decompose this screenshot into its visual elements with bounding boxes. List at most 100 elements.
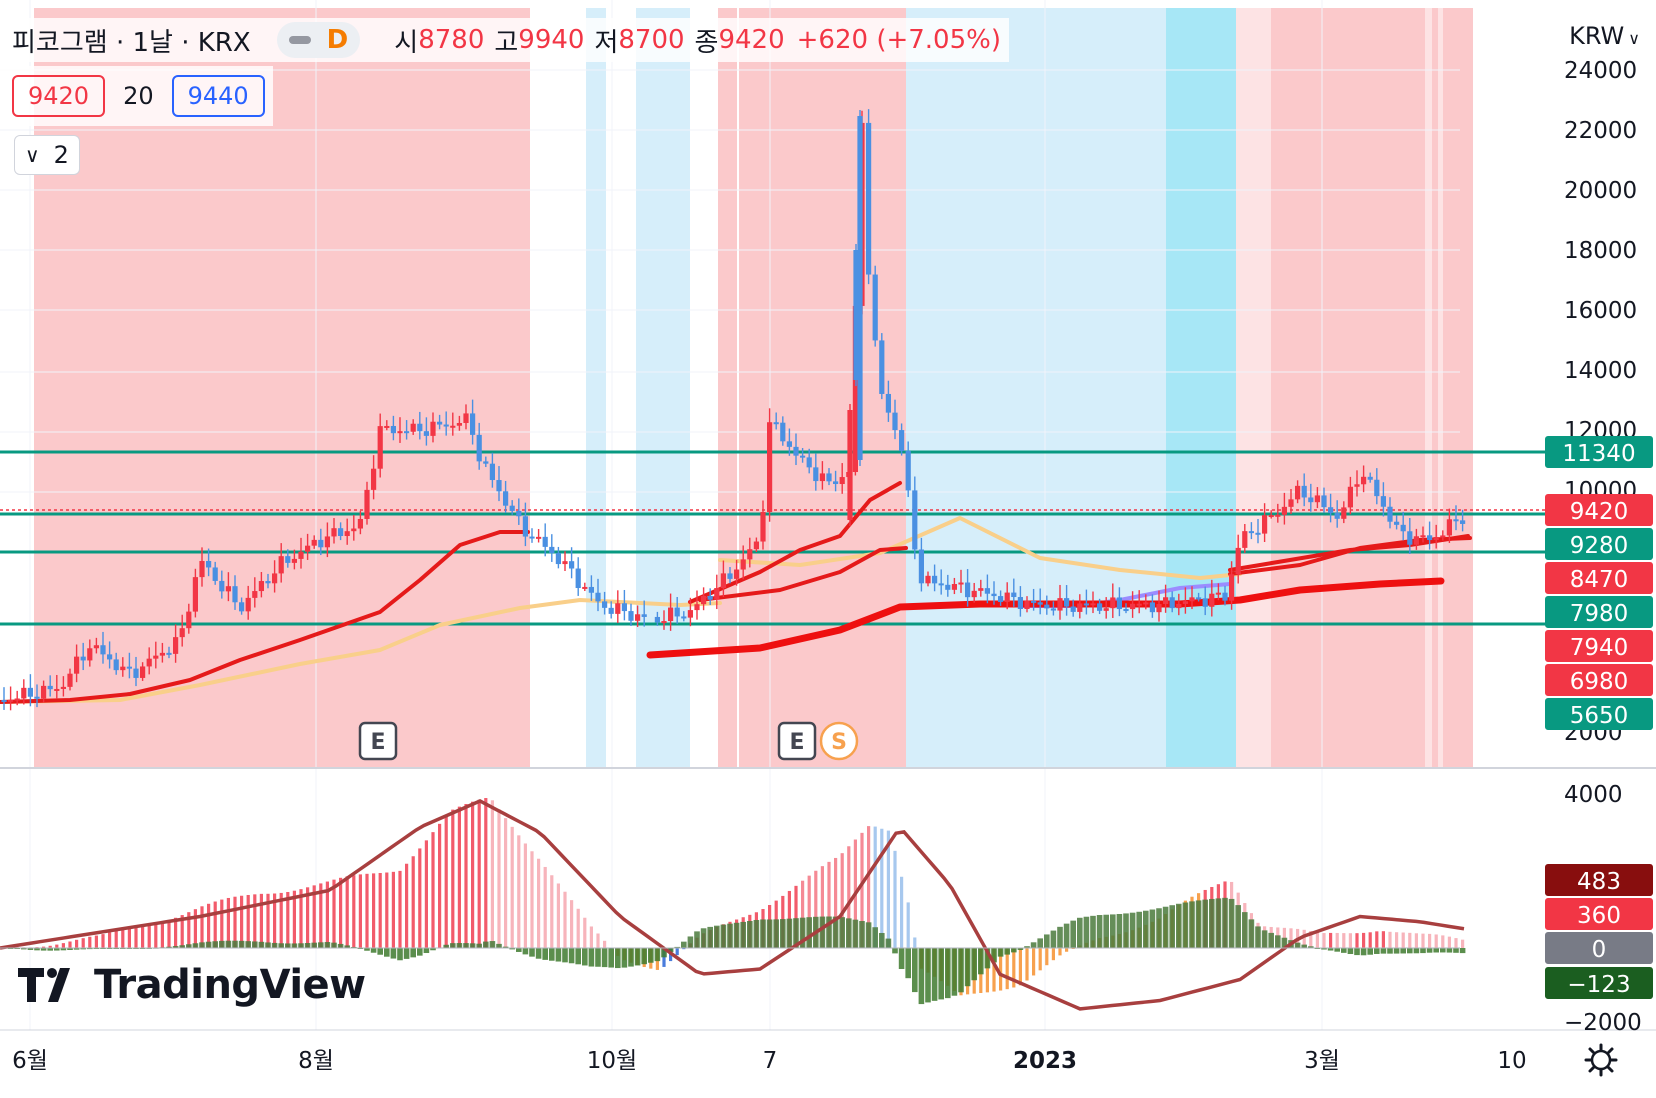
histogram-bar [1275, 935, 1281, 948]
quote-bar: 9420 20 9440 [0, 66, 273, 126]
histogram-bar [1235, 905, 1241, 948]
time-tick-label: 3월 [1304, 1048, 1340, 1074]
candle-body [159, 652, 165, 656]
macd-bar [827, 861, 831, 948]
ask-button[interactable]: 9440 [171, 75, 265, 117]
chevron-down-icon: ∨ [25, 143, 40, 167]
time-tick-label: 6월 [12, 1048, 48, 1074]
histogram-bar [780, 919, 786, 948]
candle-body [1156, 604, 1162, 613]
histogram-bar [879, 932, 885, 948]
histogram-bar [912, 948, 918, 993]
macd-bar [860, 832, 864, 948]
candle-body [628, 611, 634, 621]
currency-label: KRW [1569, 22, 1625, 50]
macd-bar [1421, 933, 1425, 948]
histogram-bar [1189, 901, 1195, 948]
histogram-bar [964, 948, 971, 987]
macd-bar [999, 948, 1003, 991]
price-tick-label: 16000 [1564, 298, 1637, 324]
price-label-box [1545, 596, 1653, 628]
histogram-bar [595, 948, 601, 967]
candle-body [47, 685, 53, 690]
macd-label-box [1545, 864, 1653, 896]
histogram-bar [179, 945, 185, 948]
candle-body [1229, 574, 1235, 601]
candle-body [252, 591, 258, 598]
change-value: +620 (+7.05%) [796, 25, 1001, 55]
currency-selector[interactable]: KRW ∨ [1565, 20, 1644, 52]
candle-body [1308, 497, 1314, 503]
histogram-bar [40, 948, 47, 951]
candle-body [1024, 600, 1030, 609]
macd-bar [68, 941, 72, 948]
histogram-bar [733, 922, 740, 948]
macd-bar [160, 922, 164, 948]
candle-body [892, 412, 898, 431]
macd-bar [1441, 935, 1445, 948]
histogram-bar [1440, 948, 1446, 953]
candle-body [430, 421, 436, 436]
histogram-bar [925, 948, 931, 1003]
candle-body [839, 477, 845, 485]
candle-body [575, 568, 581, 589]
macd-bar [246, 894, 250, 948]
candle-body [555, 553, 561, 565]
candle-body [562, 561, 568, 565]
candle-body [206, 560, 212, 568]
macd-bar [1381, 931, 1385, 948]
macd-bar [127, 928, 131, 948]
logo-text: TradingView [94, 962, 366, 1008]
candle-body [991, 593, 997, 597]
histogram-bar [1103, 914, 1109, 948]
macd-bar [81, 938, 85, 948]
candle-body [100, 645, 106, 655]
candle-body [225, 586, 231, 592]
histogram-bar [1268, 932, 1274, 948]
chevron-down-icon: ∨ [1628, 29, 1640, 48]
interval-toggle[interactable]: D [276, 22, 361, 58]
settings-gear-icon[interactable] [1584, 1043, 1618, 1077]
macd-bar [457, 806, 461, 948]
candle-body [1255, 532, 1261, 535]
histogram-bar [232, 940, 238, 948]
histogram-bar [1387, 948, 1393, 954]
candle-body [14, 698, 20, 701]
macd-bar [543, 866, 547, 948]
macd-bar [15, 946, 19, 948]
histogram-bar [846, 918, 852, 948]
bid-button[interactable]: 9420 [12, 75, 106, 117]
candle-body [219, 580, 225, 592]
time-tick-label: 10 [1497, 1048, 1526, 1074]
histogram-bar [93, 948, 100, 950]
candle-body [740, 559, 746, 570]
zone [718, 8, 737, 768]
candle-body [1394, 521, 1400, 525]
macd-bar [193, 909, 197, 948]
histogram-bar [364, 948, 370, 951]
macd-bar [312, 885, 316, 948]
macd-bar [273, 893, 277, 948]
candle-body [536, 536, 542, 539]
macd-bar [167, 920, 171, 948]
histogram-bar [661, 948, 667, 958]
macd-bar [1005, 948, 1009, 990]
macd-bar [94, 935, 98, 948]
candle-body [1281, 506, 1287, 515]
indicators-toggle[interactable]: ∨ 2 [14, 135, 80, 175]
histogram-bar [667, 948, 674, 953]
histogram-bar [1202, 899, 1208, 948]
macd-bar [398, 870, 402, 948]
histogram-bar [826, 916, 832, 948]
candle-body [476, 434, 482, 462]
open-value: 8780 [418, 25, 485, 55]
macd-bar [174, 917, 178, 948]
symbol-title[interactable]: 피코그램 · 1날 · KRX [12, 27, 251, 58]
candle-body [1222, 592, 1228, 601]
candle-body [21, 687, 27, 699]
price-label-box [1545, 494, 1653, 526]
histogram-bar [1380, 948, 1387, 954]
histogram-bar [1090, 915, 1096, 948]
